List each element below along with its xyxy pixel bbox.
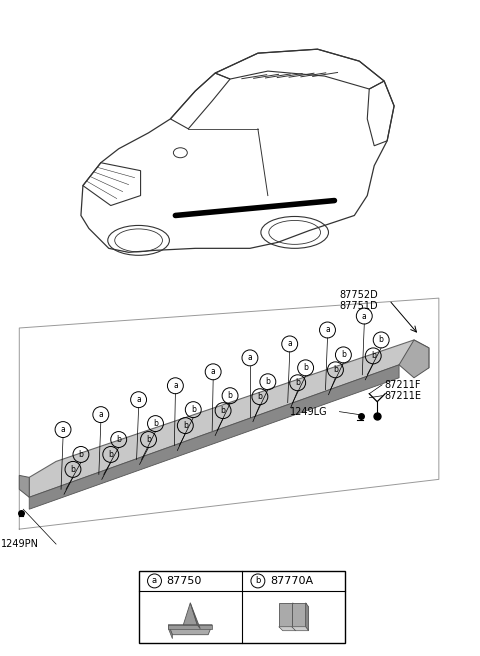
Polygon shape — [306, 603, 309, 630]
Text: b: b — [221, 406, 226, 415]
Text: b: b — [295, 379, 300, 387]
Text: a: a — [288, 339, 292, 348]
Polygon shape — [168, 625, 172, 639]
Text: a: a — [248, 354, 252, 362]
Polygon shape — [279, 603, 293, 626]
Text: a: a — [211, 367, 216, 377]
Polygon shape — [292, 626, 309, 630]
Text: b: b — [183, 421, 188, 430]
Polygon shape — [399, 340, 429, 378]
Text: a: a — [60, 425, 65, 434]
Text: b: b — [191, 405, 196, 414]
Text: a: a — [152, 577, 157, 585]
Text: b: b — [146, 435, 151, 444]
Polygon shape — [168, 625, 212, 635]
Polygon shape — [190, 603, 200, 628]
Polygon shape — [29, 365, 399, 509]
Text: a: a — [362, 312, 367, 321]
Text: b: b — [379, 335, 384, 344]
Text: b: b — [228, 391, 232, 400]
Text: 87211E: 87211E — [384, 391, 421, 401]
Polygon shape — [19, 476, 29, 497]
Text: a: a — [325, 325, 330, 335]
Text: a: a — [98, 410, 103, 419]
Text: b: b — [71, 465, 75, 474]
Text: a: a — [136, 395, 141, 404]
Text: a: a — [173, 381, 178, 390]
Text: 87770A: 87770A — [270, 576, 313, 586]
Text: b: b — [303, 363, 308, 373]
Text: b: b — [333, 365, 338, 375]
Text: b: b — [257, 392, 263, 401]
Text: 1249LG: 1249LG — [290, 407, 327, 417]
Text: b: b — [265, 377, 270, 386]
Text: 87211F: 87211F — [384, 380, 420, 390]
Polygon shape — [29, 340, 429, 497]
Text: b: b — [371, 352, 376, 360]
Text: 87752D: 87752D — [339, 290, 378, 300]
Polygon shape — [168, 625, 212, 628]
Text: b: b — [153, 419, 158, 428]
Text: b: b — [116, 435, 121, 444]
Polygon shape — [293, 603, 296, 630]
Text: b: b — [255, 577, 261, 585]
Text: b: b — [79, 450, 84, 459]
Polygon shape — [292, 603, 306, 626]
Bar — [139, 571, 346, 643]
Text: 87750: 87750 — [167, 576, 202, 586]
Text: 87751D: 87751D — [339, 301, 378, 311]
Text: b: b — [108, 450, 113, 459]
Polygon shape — [183, 603, 197, 625]
Polygon shape — [279, 626, 296, 630]
Text: 1249PN: 1249PN — [1, 539, 39, 549]
Text: b: b — [341, 350, 346, 359]
